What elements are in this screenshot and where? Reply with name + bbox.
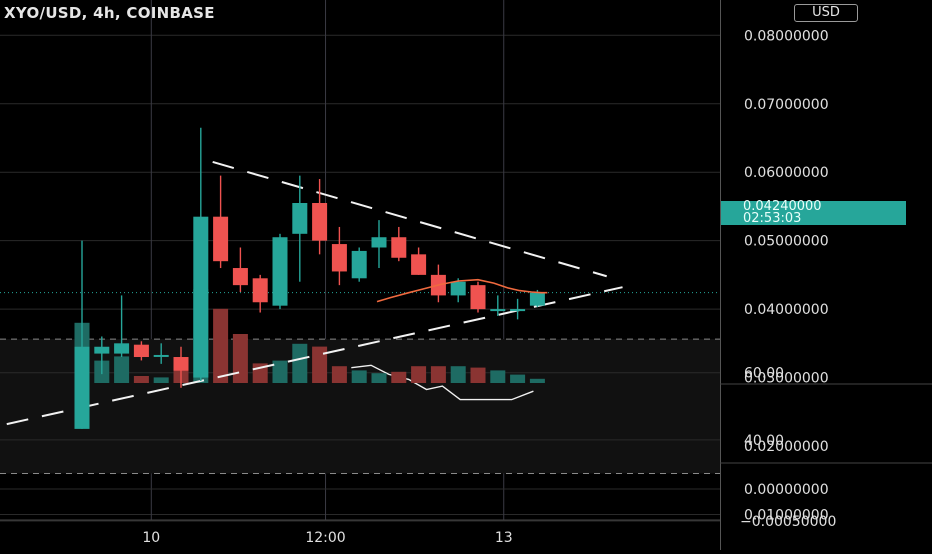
bar-countdown: 02:53:03 — [743, 211, 802, 226]
y-tick-label: 0.07000000 — [744, 97, 829, 113]
y-tick-label: 0.04000000 — [744, 302, 829, 318]
volume-bar — [490, 370, 506, 383]
volume-bar — [371, 373, 387, 383]
ma-line — [376, 278, 548, 303]
candle-body — [213, 216, 229, 262]
rsi-tick-label: 60.00 — [744, 366, 784, 382]
volume-bar — [133, 376, 149, 383]
candle-body — [391, 237, 407, 258]
last-price-value: 0.04240000 — [743, 199, 822, 214]
symbol-title[interactable]: XYO/USD, 4h, COINBASE — [4, 4, 215, 22]
macd-tick-label: −0.00050000 — [740, 514, 836, 530]
volume-bar — [510, 374, 526, 383]
volume-bar — [272, 360, 288, 383]
y-tick-label: 0.02000000 — [744, 439, 829, 455]
volume-bar — [232, 334, 248, 383]
candle-body — [312, 203, 328, 241]
candle-body — [331, 244, 347, 272]
candle-body — [114, 343, 130, 354]
x-tick-label: 12:00 — [305, 530, 345, 546]
candle-body — [133, 344, 149, 358]
candle-body — [173, 357, 189, 371]
rsi-pane — [0, 338, 720, 474]
x-tick-label: 10 — [142, 530, 160, 546]
candle-body — [529, 292, 545, 306]
candle-body — [74, 346, 90, 429]
moving-average — [376, 278, 548, 303]
volume-bar — [213, 308, 229, 383]
y-tick-label: 0.05000000 — [744, 234, 829, 250]
candle-body — [411, 254, 427, 275]
candle-body — [252, 278, 268, 303]
y-tick-label: 0.06000000 — [744, 165, 829, 181]
candle-body — [470, 285, 486, 310]
candle-body — [351, 250, 367, 279]
candle-body — [94, 346, 110, 354]
candle-body — [193, 216, 209, 378]
candle-body — [232, 268, 248, 286]
rsi-band-fill — [0, 339, 720, 474]
volume-bar — [114, 356, 130, 383]
candle-body — [292, 203, 308, 234]
y-tick-label: 0.08000000 — [744, 28, 829, 44]
volume-bar — [391, 371, 407, 383]
y-tick-label: 0.03000000 — [744, 371, 829, 387]
volume-bar — [312, 346, 328, 383]
volume-bar — [411, 366, 427, 383]
last-price-tag: 0.04240000 02:53:03 — [721, 199, 906, 226]
candle-body — [371, 237, 387, 248]
volume-bar — [470, 367, 486, 383]
candles — [74, 127, 545, 429]
rsi-line — [351, 364, 534, 401]
volume-bar — [292, 343, 308, 383]
candle-body — [490, 309, 506, 312]
candle-body — [450, 281, 466, 296]
currency-button[interactable]: USD — [794, 4, 858, 22]
candle-body — [510, 309, 526, 312]
trendline — [212, 160, 607, 278]
rsi-tick-label: 40.00 — [744, 433, 784, 449]
volume-bar — [351, 370, 367, 383]
x-tick-label: 13 — [495, 530, 513, 546]
y-tick-label: 0.01000000 — [744, 507, 829, 523]
candle-body — [153, 354, 169, 357]
candle-body — [272, 237, 288, 306]
volume-bar — [153, 377, 169, 383]
axes: 0.01000000 0.02000000 0.03000000 0.04000000… — [142, 28, 836, 546]
volume-bar — [331, 366, 347, 383]
macd-tick-label: 0.00000000 — [744, 482, 829, 498]
volume-bar — [450, 366, 466, 383]
volume-bar — [430, 366, 446, 383]
volume-bar — [529, 378, 545, 383]
